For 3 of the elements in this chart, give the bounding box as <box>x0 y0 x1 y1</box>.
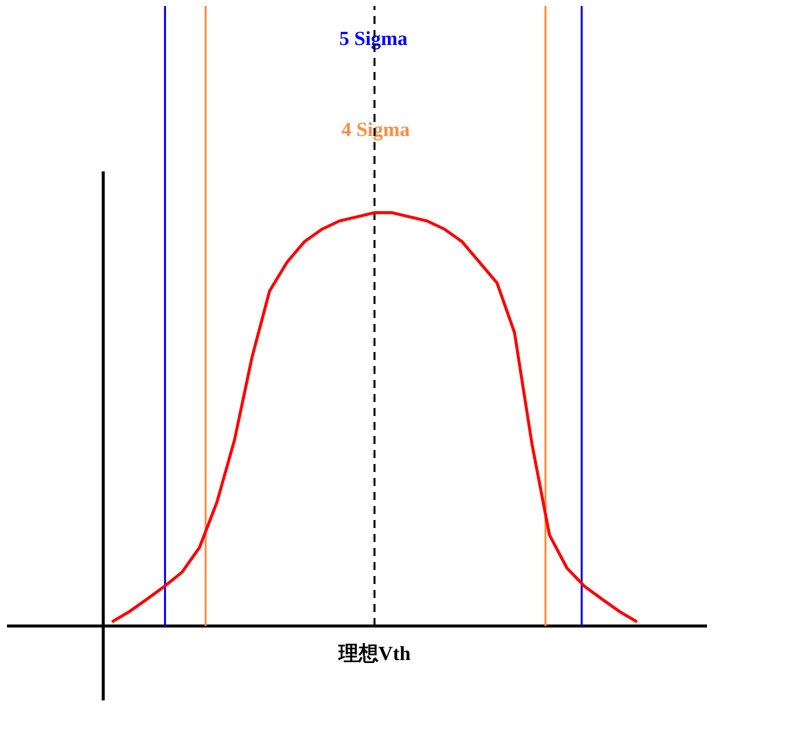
text: 理想Vth <box>337 643 411 665</box>
text: 4 Sigma <box>341 119 410 141</box>
text: 5 Sigma <box>339 28 408 50</box>
